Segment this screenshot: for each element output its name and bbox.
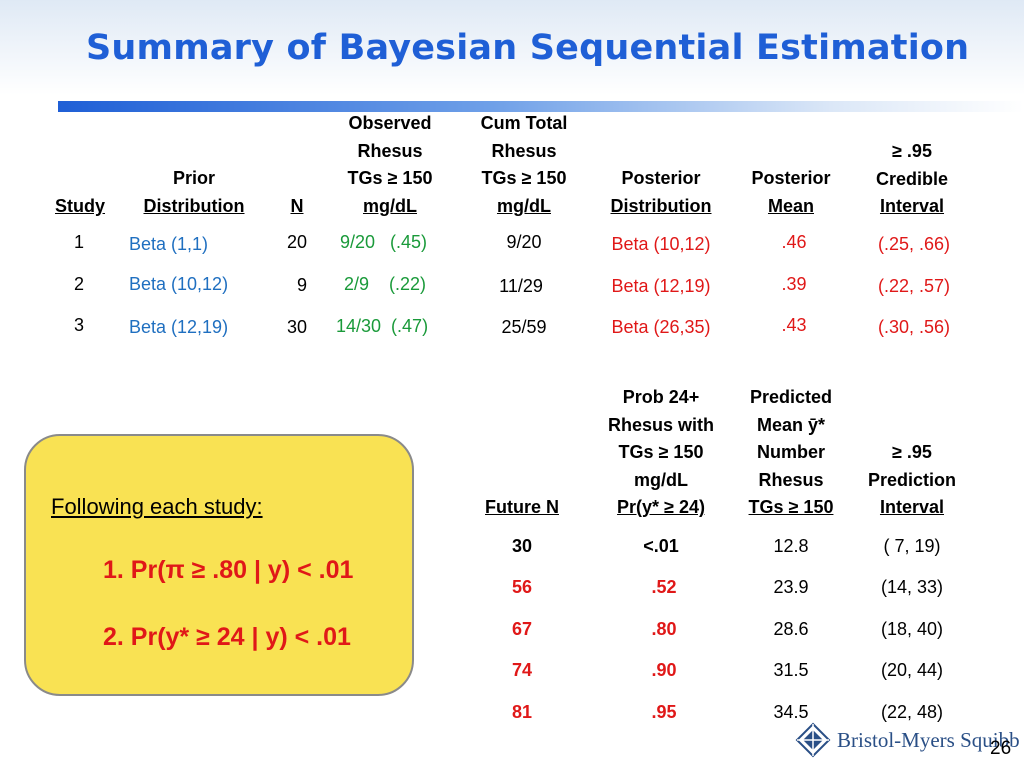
header-pred-l3: Number [756,442,826,462]
header-prediction-interval: ≥ .95 Prediction Interval [868,439,956,522]
header-observed: Observed Rhesus TGs ≥ 150 mg/dL [348,110,433,220]
callout-item-1: 1. Pr(π ≥ .80 | y) < .01 [103,556,354,584]
n-cell: 30 [287,317,308,337]
study-cell: 3 [73,315,85,335]
header-postmean-l2: Mean [767,195,814,216]
header-observed-l4: mg/dL [362,195,417,216]
posterior-cell: Beta (26,35) [611,317,711,337]
header-cum-l3: TGs ≥ 150 [481,168,567,188]
slide-title: Summary of Bayesian Sequential Estimatio… [86,28,970,68]
header-predint-l3: Interval [879,497,945,517]
header-posterior-mean: Posterior Mean [751,165,830,220]
header-postmean-l1: Posterior [751,168,831,188]
header-predint-l2: Prediction [867,469,957,490]
header-pred-l1: Predicted [749,387,833,407]
future-n-cell: 56 [511,577,533,597]
observed-cell: 2/9 (.22) [344,274,427,294]
interval-cell: ( 7, 19) [883,536,941,556]
header-prob-l3: TGs ≥ 150 [618,442,704,462]
header-future-n: Future N [485,494,559,522]
future-n-cell: 30 [511,536,533,556]
n-cell: 20 [287,232,308,252]
header-prob: Prob 24+ Rhesus with TGs ≥ 150 mg/dL Pr(y* ≥… [608,384,714,522]
header-prob-l5: Pr(y* ≥ 24) [617,497,705,517]
future-n-cell: 81 [511,702,533,722]
cum-cell: 25/59 [501,317,547,337]
header-postdist-l1: Posterior [621,168,701,188]
header-study: Study [55,193,105,221]
future-n-cell: 67 [511,619,533,639]
header-cum-l2: Rhesus [491,140,557,161]
page-number: 26 [990,738,1012,759]
mean-cell: 23.9 [773,577,809,597]
header-postdist-l2: Distribution [610,195,712,216]
header-study-text: Study [54,196,106,216]
prob-cell: .52 [651,577,677,597]
header-prob-l2: Rhesus with [607,414,715,435]
cum-cell: 9/20 [506,232,542,252]
mean-cell: 12.8 [773,536,809,556]
mean-cell: .43 [781,315,807,335]
mean-cell: 28.6 [773,619,809,639]
prob-cell: .80 [651,619,677,639]
header-pred-l2: Mean ȳ* [756,414,826,435]
prob-cell: .95 [651,702,677,722]
header-credible-l2: Credible [875,168,949,189]
header-credible-l3: Interval [879,196,945,216]
interval-cell: (.22, .57) [877,276,951,296]
header-cum-l4: mg/dL [496,195,551,216]
future-n-cell: 74 [511,660,533,680]
prior-cell: Beta (1,1) [129,234,209,254]
header-pred-l4: Rhesus [758,469,824,490]
mean-cell: .39 [781,274,807,294]
study-cell: 2 [73,274,85,294]
header-n: N [291,193,304,221]
bms-logo-icon [795,722,831,758]
mean-cell: 31.5 [773,660,809,680]
header-prob-l1: Prob 24+ [622,387,700,407]
prior-cell: Beta (10,12) [129,274,229,294]
interval-cell: (.30, .56) [877,317,951,337]
posterior-cell: Beta (10,12) [611,234,711,254]
header-predint-l1: ≥ .95 [892,442,932,462]
callout-heading: Following each study: [51,494,263,519]
header-n-text: N [290,196,304,216]
cum-cell: 11/29 [499,276,543,296]
n-cell: 9 [297,275,308,295]
posterior-cell: Beta (12,19) [611,276,711,296]
header-observed-l1: Observed [348,113,432,133]
mean-cell: .46 [781,232,807,252]
summary-callout: Following each study: 1. Pr(π ≥ .80 | y)… [24,434,414,696]
header-future-n-text: Future N [485,497,559,517]
interval-cell: (.25, .66) [877,234,951,254]
title-underline-bar [58,101,1024,112]
header-predicted: Predicted Mean ȳ* Number Rhesus TGs ≥ 150 [749,384,834,522]
observed-cell: 9/20 (.45) [340,232,428,252]
header-pred-l5: TGs ≥ 150 [748,497,834,517]
header-cum-total: Cum Total Rhesus TGs ≥ 150 mg/dL [481,110,568,220]
bms-logo-text: Bristol-Myers Squibb [837,728,1020,752]
header-cum-l1: Cum Total [480,113,568,133]
header-prob-l4: mg/dL [633,469,688,490]
observed-cell: 14/30 (.47) [336,316,429,336]
mean-cell: 34.5 [773,702,809,722]
header-credible-l1: ≥ .95 [892,141,932,161]
prior-cell: Beta (12,19) [129,317,229,337]
header-observed-l3: TGs ≥ 150 [347,168,433,188]
study-cell: 1 [73,232,85,252]
callout-item-2: 2. Pr(y* ≥ 24 | y) < .01 [103,623,351,651]
interval-cell: (14, 33) [880,577,944,597]
header-observed-l2: Rhesus [357,140,423,161]
header-prior-l1: Prior [172,168,215,188]
header-posterior-distribution: Posterior Distribution [611,165,712,220]
header-credible-interval: ≥ .95 Credible Interval [876,138,948,221]
prob-cell: .90 [651,660,677,680]
interval-cell: (18, 40) [880,619,944,639]
prob-cell: <.01 [643,536,679,556]
header-prior: Prior Distribution [144,165,245,220]
header-prior-l2: Distribution [143,195,245,216]
interval-cell: (22, 48) [880,702,944,722]
interval-cell: (20, 44) [880,660,944,680]
